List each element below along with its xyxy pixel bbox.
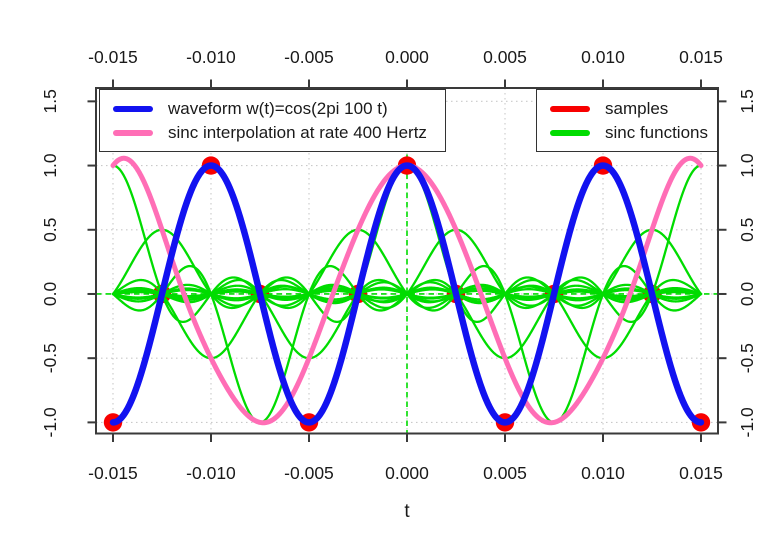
y-axis-tick-label-right: 0.5 (737, 218, 757, 242)
y-axis-tick-label-left: 0.5 (40, 218, 60, 242)
y-axis-tick-label-left: 1.5 (40, 89, 60, 113)
y-axis-tick-label-left: -0.5 (40, 343, 60, 373)
legend-item-sinc-interpolation: sinc interpolation at rate 400 Hertz (100, 121, 445, 145)
y-axis-tick-label-left: 0.0 (40, 282, 60, 307)
y-axis-tick-label-right: 1.5 (737, 89, 757, 113)
y-axis-tick-label-left: 1.0 (40, 153, 60, 178)
waveform-curve (109, 162, 705, 426)
legend-swatch-waveform-icon (113, 105, 153, 112)
x-axis-tick-label-top: -0.015 (88, 47, 138, 67)
legend-waveform: waveform w(t)=cos(2pi 100 t) sinc interp… (99, 89, 446, 152)
legend-swatch-samples-icon (550, 105, 590, 112)
legend-item-waveform: waveform w(t)=cos(2pi 100 t) (100, 97, 445, 121)
y-axis-tick-label-right: 0.0 (737, 282, 757, 307)
legend-label-sinc-interpolation: sinc interpolation at rate 400 Hertz (168, 123, 427, 142)
y-axis-tick-label-right: -1.0 (737, 407, 757, 437)
x-axis-tick-label-top: 0.000 (385, 47, 429, 67)
x-axis-tick-label-bottom: -0.010 (186, 463, 236, 483)
legend-label-waveform: waveform w(t)=cos(2pi 100 t) (168, 99, 388, 118)
legend-samples: samples sinc functions (536, 89, 718, 152)
x-axis-tick-label-top: 0.010 (581, 47, 625, 67)
x-axis-tick-label-top: 0.005 (483, 47, 527, 67)
x-axis-tick-label-bottom: 0.015 (679, 463, 723, 483)
x-axis-tick-label-bottom: -0.005 (284, 463, 334, 483)
sinc-function-curve (111, 164, 703, 324)
x-axis-tick-label-top: -0.005 (284, 47, 334, 67)
legend-item-samples: samples (537, 97, 717, 121)
y-axis-tick-label-right: 1.0 (737, 153, 757, 178)
x-axis-tick-label-top: -0.010 (186, 47, 236, 67)
legend-swatch-sinc-interpolation-icon (113, 129, 153, 136)
x-axis-tick-label-top: 0.015 (679, 47, 723, 67)
x-axis-tick-label-bottom: 0.010 (581, 463, 625, 483)
legend-label-samples: samples (605, 99, 669, 118)
y-axis-tick-label-right: -0.5 (737, 343, 757, 373)
x-axis-title: t (404, 501, 410, 522)
x-axis-tick-label-bottom: -0.015 (88, 463, 138, 483)
legend-swatch-sinc-functions-icon (550, 129, 590, 136)
x-axis-tick-label-bottom: 0.000 (385, 463, 429, 483)
legend-label-sinc-functions: sinc functions (605, 123, 708, 142)
x-axis-tick-label-bottom: 0.005 (483, 463, 527, 483)
legend-item-sinc-functions: sinc functions (537, 121, 717, 145)
y-axis-tick-label-left: -1.0 (40, 407, 60, 437)
